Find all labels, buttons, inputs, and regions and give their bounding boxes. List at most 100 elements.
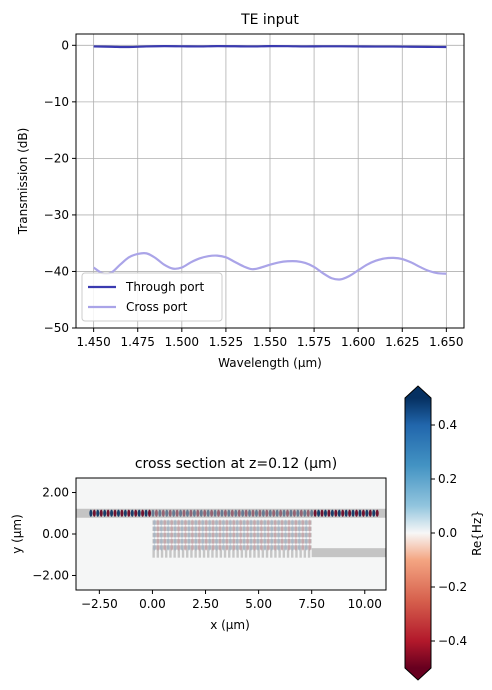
field-lobe-faint	[184, 538, 187, 545]
field-lobe-faint	[298, 544, 301, 551]
field-lobe-faint	[177, 544, 180, 551]
field-lobe-faint	[260, 544, 263, 551]
field-lobe-faint	[260, 538, 263, 545]
legend-label-cross-port: Cross port	[126, 300, 188, 314]
field-lobe-faint	[153, 519, 156, 526]
field-lobe-faint	[273, 531, 277, 539]
grating-tooth	[181, 547, 185, 558]
field-lobe-faint	[218, 544, 222, 551]
field-lobe-faint	[256, 531, 260, 539]
field-lobe	[120, 509, 124, 517]
field-lobe-faint	[294, 519, 298, 526]
field-lobe-faint	[160, 531, 163, 539]
field-lobe-faint	[160, 544, 163, 551]
colorbar-gradient	[405, 398, 431, 668]
field-lobe-faint	[242, 544, 246, 551]
field-lobe-faint	[235, 544, 239, 551]
x-tick-label: 1.625	[385, 335, 419, 349]
field-lobe-faint	[301, 525, 305, 533]
grating-row	[152, 539, 312, 544]
field-lobe	[130, 509, 134, 517]
grating-tooth	[211, 547, 214, 558]
field-lobe-faint	[263, 531, 267, 539]
field-lobe	[123, 509, 127, 517]
field-lobe-faint	[201, 525, 205, 533]
field-lobe-faint	[211, 538, 215, 545]
grating-tooth	[240, 547, 244, 558]
field-lobe	[96, 509, 100, 517]
field-lobe-faint	[277, 538, 280, 545]
chart-title: TE input	[240, 12, 299, 28]
field-lobe-faint	[308, 544, 311, 551]
field-lobe	[199, 509, 203, 517]
field-lobe	[306, 509, 310, 517]
field-lobe-faint	[187, 538, 191, 545]
field-pattern	[89, 509, 379, 551]
field-lobe	[341, 509, 345, 517]
field-lobe-faint	[177, 519, 180, 526]
field-lobe-faint	[284, 531, 287, 539]
field-lobe-faint	[260, 525, 263, 533]
field-lobe-faint	[173, 519, 177, 526]
field-lobe-faint	[301, 531, 305, 539]
field-lobe	[258, 509, 262, 517]
field-lobe-faint	[235, 531, 239, 539]
field-y-tick-label: 0.00	[42, 527, 69, 541]
field-lobe-faint	[173, 544, 177, 551]
field-lobe-faint	[222, 538, 225, 545]
field-lobe-faint	[308, 519, 311, 526]
grating-tooth	[249, 547, 252, 558]
field-lobe-faint	[256, 519, 260, 526]
y-tick-label: −20	[44, 151, 69, 165]
grating-tooth	[156, 547, 160, 558]
colorbar-tick-label: 0.4	[438, 418, 457, 432]
field-lobe	[158, 509, 162, 517]
y-ticks: −50 −40 −30 −20 −10 0	[44, 38, 76, 335]
field-lobe-faint	[239, 525, 242, 533]
field-lobe-faint	[242, 519, 246, 526]
field-lobe-faint	[263, 538, 267, 545]
field-y-ticks: −2.00 0.00 2.00	[32, 486, 76, 582]
field-lobe	[344, 509, 348, 517]
field-lobe-faint	[263, 519, 267, 526]
field-lobe-faint	[204, 538, 208, 545]
field-lobe-faint	[177, 525, 180, 533]
field-x-tick-label: 0.00	[139, 597, 166, 611]
field-lobe-faint	[191, 538, 194, 545]
field-lobe	[375, 509, 379, 517]
field-lobe-faint	[235, 519, 239, 526]
field-lobe-faint	[180, 544, 184, 551]
field-lobe-faint	[184, 544, 187, 551]
field-lobe	[165, 509, 169, 517]
field-lobe-faint	[197, 538, 201, 545]
y-tick-label: −30	[44, 208, 69, 222]
field-lobe-faint	[229, 525, 232, 533]
field-lobe-faint	[291, 525, 294, 533]
field-lobe-faint	[298, 531, 301, 539]
field-lobe-faint	[156, 525, 160, 533]
field-lobe	[144, 509, 148, 517]
field-lobe	[372, 509, 376, 517]
field-lobe-faint	[208, 519, 211, 526]
field-lobe-faint	[277, 519, 280, 526]
field-lobe-faint	[194, 538, 198, 545]
field-lobe	[237, 509, 241, 517]
field-lobe	[272, 509, 276, 517]
grating-tooth	[282, 547, 286, 558]
grating-tooth	[307, 547, 311, 558]
grating-tooth	[232, 547, 235, 558]
field-lobe-faint	[222, 525, 225, 533]
colorbar-tick-label: 0.0	[438, 526, 457, 540]
plot-frame	[75, 33, 465, 329]
field-lobe-faint	[308, 525, 311, 533]
field-lobe-faint	[222, 519, 225, 526]
field-lobe	[330, 509, 334, 517]
field-lobe-faint	[232, 525, 236, 533]
field-lobe-faint	[184, 531, 187, 539]
field-lobe-faint	[166, 544, 170, 551]
field-lobe-faint	[291, 519, 294, 526]
field-x-tick-label: 5.00	[245, 597, 272, 611]
x-tick-label: 1.450	[76, 335, 110, 349]
x-tick-label: 1.550	[253, 335, 287, 349]
field-x-axis-label: x (µm)	[210, 618, 250, 632]
